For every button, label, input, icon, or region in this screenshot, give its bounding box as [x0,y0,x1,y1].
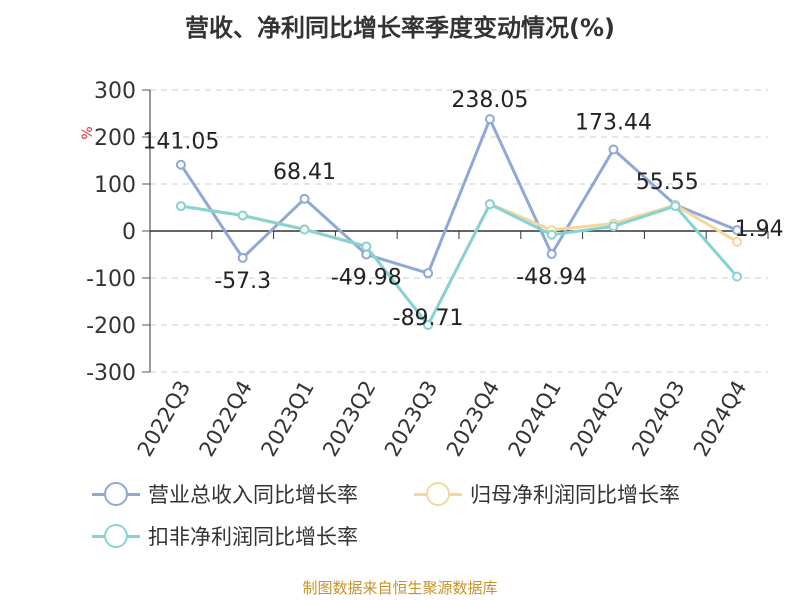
data-label: 68.41 [273,160,336,185]
x-tick-label: 2023Q1 [256,377,318,461]
data-label: 55.55 [636,170,699,195]
data-point-1 [732,236,743,247]
data-point-2 [732,271,743,282]
y-tick-label: -300 [86,361,136,386]
legend-label-revenue: 营业总收入同比增长率 [148,483,358,507]
data-label: 173.44 [575,110,652,135]
series-line-2 [180,202,739,327]
x-tick-label: 2024Q4 [689,377,751,461]
data-point-0 [423,268,434,279]
data-point-2 [299,224,310,235]
x-tick-label: 2023Q4 [442,377,504,461]
data-point-2 [237,210,248,221]
legend-label-net-profit: 归母净利润同比增长率 [470,483,680,507]
chart-title: 营收、净利同比增长率季度变动情况(%) [185,14,615,42]
data-point-2 [608,221,619,232]
x-tick-label: 2024Q1 [504,377,566,461]
data-label: -57.3 [214,269,271,294]
data-point-2 [670,201,681,212]
data-point-2 [423,320,434,330]
data-point-0 [484,114,495,125]
x-tick-label: 2023Q3 [380,376,442,460]
legend-item-deducted-net-profit[interactable]: 扣非净利润同比增长率 [92,521,358,551]
y-tick-label: 0 [122,220,136,245]
data-point-2 [484,199,495,210]
x-tick-label: 2024Q3 [627,377,689,461]
data-point-0 [299,193,310,204]
y-tick-label: 300 [94,79,136,104]
data-label: -89.71 [393,306,464,331]
data-source-note: 制图数据来自恒生聚源数据库 [302,579,498,597]
series-line-0 [179,117,738,275]
y-tick-label: 200 [94,126,136,151]
legend-marker-deducted-net-profit [92,523,140,549]
data-label: 1.94 [735,217,784,242]
data-label: 238.05 [451,88,528,113]
data-point-2 [546,229,557,240]
data-point-0 [608,144,619,155]
data-label: -48.94 [516,265,587,290]
data-labels: 141.05 -57.3 68.41 -49.98 -89.71 238.05 -48.94… [142,88,783,331]
legend-marker-net-profit [414,481,462,507]
x-tick-label: 2022Q3 [133,377,195,461]
data-point-0 [237,252,248,263]
data-point-0 [546,249,557,260]
y-tick-label: 100 [94,173,136,198]
data-label: 141.05 [142,130,219,155]
legend-label-deducted-net-profit: 扣非净利润同比增长率 [148,525,358,549]
data-point-0 [732,225,743,236]
data-point-2 [175,201,186,212]
legend-item-net-profit[interactable]: 归母净利润同比增长率 [414,479,680,509]
x-tick-label: 2024Q2 [565,377,627,461]
data-point-0 [175,159,186,170]
y-tick-label: -200 [86,314,136,339]
x-tick-label: 2023Q2 [318,377,380,461]
legend-item-revenue[interactable]: 营业总收入同比增长率 [92,479,358,509]
data-label: -49.98 [331,265,402,290]
legend-marker-revenue [92,481,140,507]
series-lines [175,114,743,330]
grid-lines [150,89,768,373]
data-point-2 [361,241,372,252]
y-axis-label: % [80,126,96,139]
y-tick-label: -100 [86,267,136,292]
x-tick-label: 2022Q4 [195,377,257,461]
